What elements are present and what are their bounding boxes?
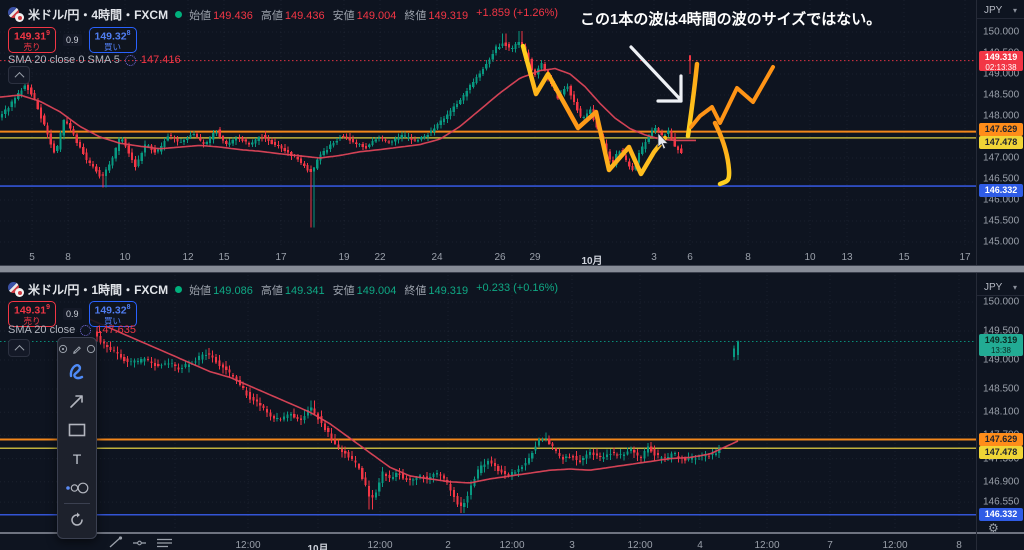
header-bottom: 米ドル/円・1時間・FXCM 始値 149.086 高値 149.341 安値 149… (8, 281, 558, 298)
price-axis-top[interactable]: JPY ▾ (976, 0, 1024, 265)
text-tool[interactable]: T (61, 444, 93, 473)
text-tool-icon: T (72, 450, 82, 467)
refresh-icon (71, 512, 83, 526)
indicator-row-top[interactable]: SMA 20 close 0 SMA 5 147.416 (8, 54, 181, 66)
spread-value: 0.9 (63, 308, 82, 320)
currency-label: JPY (984, 4, 1003, 16)
market-status-icon (175, 286, 183, 293)
header-top: 米ドル/円・4時間・FXCM 始値 149.436 高値 149.436 安値 149… (8, 6, 558, 23)
currency-selector-top[interactable]: JPY ▾ (977, 2, 1024, 19)
symbol-title[interactable]: 米ドル/円・1時間・FXCM (28, 283, 169, 297)
symbol-title[interactable]: 米ドル/円・4時間・FXCM (28, 8, 169, 22)
chevron-up-icon (14, 344, 24, 355)
collapse-pane-button-bottom[interactable] (8, 339, 30, 357)
buy-button[interactable]: 149.328 買い (88, 27, 137, 53)
refresh-tool[interactable] (61, 505, 93, 534)
circles-tool[interactable] (61, 473, 93, 502)
chevron-down-icon: ▾ (1012, 5, 1017, 15)
currency-selector-bottom[interactable]: JPY ▾ (977, 279, 1024, 296)
dot-circle-icon[interactable] (58, 344, 68, 354)
symbol-pair-icon (8, 282, 24, 297)
chevron-down-icon: ▾ (1012, 282, 1017, 292)
sell-button[interactable]: 149.319 売り (8, 27, 56, 53)
drawing-toolbar: T (57, 337, 97, 539)
lines-stack-icon[interactable] (156, 536, 173, 549)
toolbar-divider (64, 503, 90, 504)
collapse-pane-button-top[interactable] (8, 66, 30, 84)
change-value: +0.233 (+0.16%) (476, 281, 559, 294)
circle-icon[interactable] (86, 344, 96, 354)
change-value: +1.859 (+1.26%) (476, 6, 559, 19)
rectangle-tool[interactable] (61, 415, 93, 444)
bottom-tool-strip (106, 535, 190, 550)
horizontal-line-icon[interactable] (132, 536, 147, 549)
gear-icon[interactable]: ⚙ (988, 521, 999, 535)
price-axis-bottom[interactable]: JPY ▾ (976, 271, 1024, 550)
order-widget-bottom: 149.319 売り 0.9 149.328 買い (8, 301, 137, 327)
brush-tool-selected[interactable] (61, 357, 93, 386)
sell-button[interactable]: 149.319 売り (8, 301, 56, 327)
spread-value: 0.9 (63, 34, 82, 46)
ohlc-row: 始値 149.436 高値 149.436 安値 149.004 終値 149.319 … (189, 6, 559, 22)
ohlc-row: 始値 149.086 高値 149.341 安値 149.004 終値 149.319 … (189, 281, 559, 297)
trend-line-icon[interactable] (108, 536, 123, 549)
squiggle-icon (69, 363, 84, 379)
indicator-loading-icon (80, 324, 92, 336)
circles-icon (66, 482, 89, 493)
arrow-tool[interactable] (61, 386, 93, 415)
pencil-icon[interactable] (72, 344, 82, 354)
time-axis-top[interactable] (0, 248, 1024, 265)
symbol-pair-icon (8, 7, 24, 22)
chart-annotation-text: この1本の波は4時間の波のサイズではない。 (580, 11, 882, 28)
market-status-icon (175, 11, 183, 18)
buy-button[interactable]: 149.328 買い (88, 301, 137, 327)
time-axis-bottom[interactable] (0, 532, 1024, 550)
order-widget-top: 149.319 売り 0.9 149.328 買い (8, 27, 137, 53)
chevron-up-icon (14, 71, 24, 82)
currency-label: JPY (984, 281, 1003, 293)
pane-separator[interactable] (0, 265, 1024, 273)
indicator-row-bottom[interactable]: SMA 20 close 147.635 (8, 324, 137, 336)
arrow-up-right-icon (70, 394, 83, 408)
rectangle-icon (68, 423, 86, 436)
indicator-loading-icon (124, 54, 136, 66)
